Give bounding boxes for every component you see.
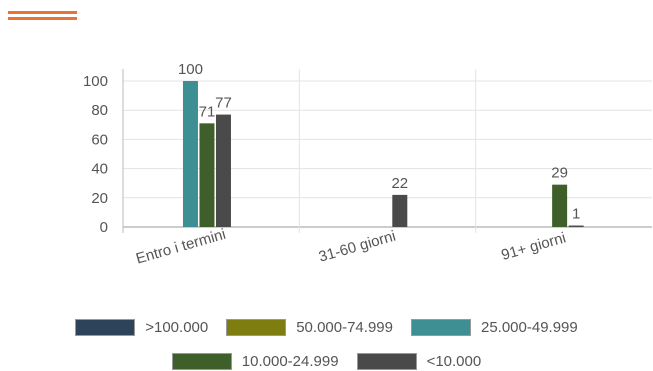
y-tick-label: 20 [91,190,108,207]
legend-item[interactable]: 50.000-74.999 [226,319,393,336]
data-label: 100 [178,61,203,78]
legend-item[interactable]: >100.000 [75,319,208,336]
legend-swatch [172,353,232,370]
y-tick-label: 80 [91,102,108,119]
legend-swatch [357,353,417,370]
legend-label: >100.000 [145,319,208,336]
bar [392,195,407,227]
x-tick-label: Entro i termini [134,226,228,268]
legend-item[interactable]: <10.000 [357,353,482,370]
data-label: 71 [199,103,216,120]
legend-swatch [75,319,135,336]
legend-label: 50.000-74.999 [296,319,393,336]
legend-row-2: 10.000-24.999 <10.000 [0,353,653,370]
legend-label: 25.000-49.999 [481,319,578,336]
x-tick-label: 31-60 giorni [317,228,398,266]
legend-swatch [411,319,471,336]
data-label: 22 [391,175,408,192]
data-label: 29 [551,165,568,182]
bar [552,185,567,227]
legend-item[interactable]: 10.000-24.999 [172,353,339,370]
bar [199,123,214,227]
bar [569,226,584,228]
bar [216,115,231,227]
legend-label: 10.000-24.999 [242,353,339,370]
legend-swatch [226,319,286,336]
legend-label: <10.000 [427,353,482,370]
y-tick-label: 100 [83,73,108,90]
legend-row-1: >100.000 50.000-74.999 25.000-49.999 [0,319,653,336]
y-tick-label: 0 [100,219,108,236]
y-tick-label: 40 [91,161,108,178]
bar [183,81,198,227]
x-tick-label: 91+ giorni [499,229,567,264]
data-label: 1 [572,206,580,223]
data-label: 77 [215,95,232,112]
legend-item[interactable]: 25.000-49.999 [411,319,578,336]
y-tick-label: 60 [91,131,108,148]
